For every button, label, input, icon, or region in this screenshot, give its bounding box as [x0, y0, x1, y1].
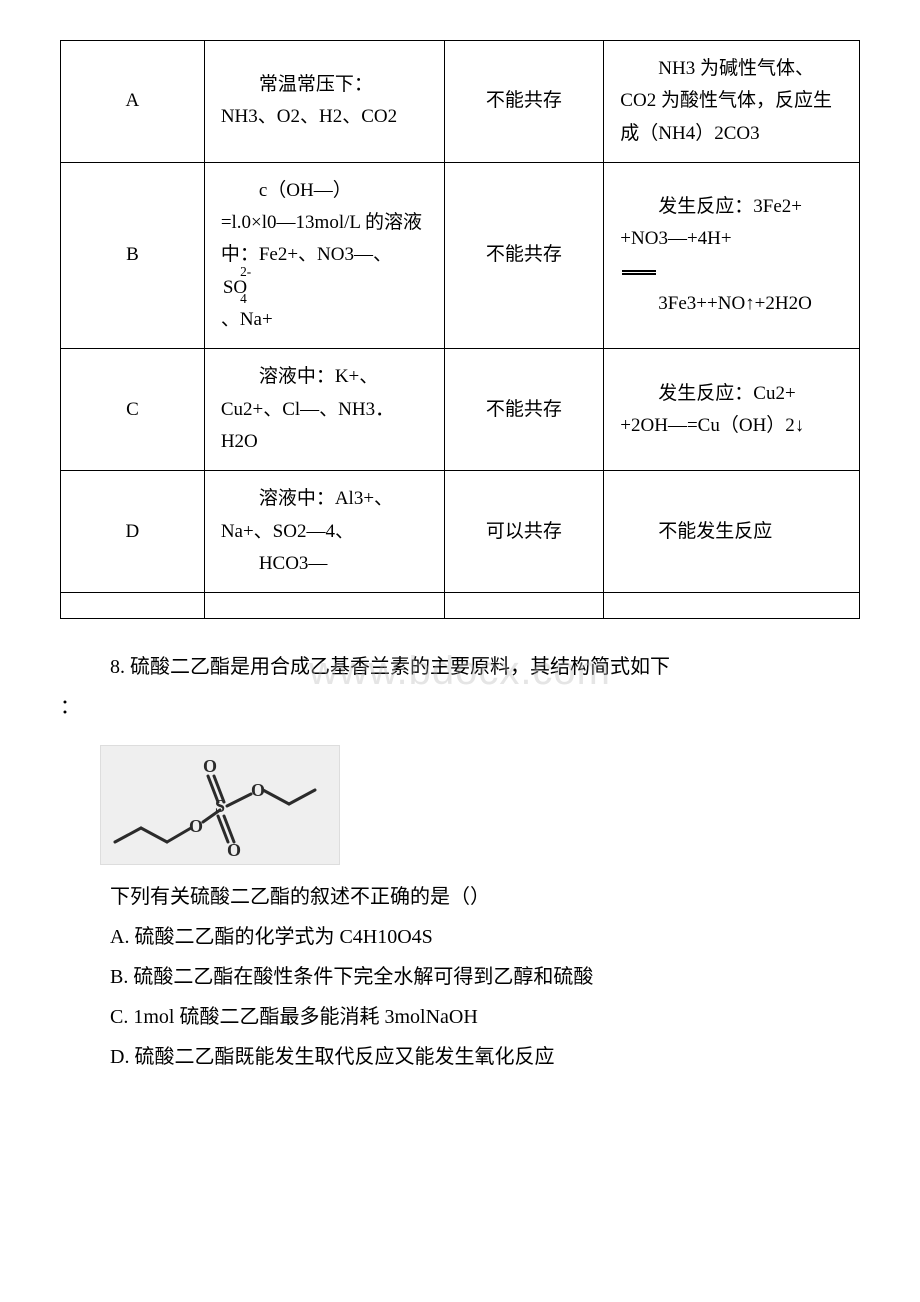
- condition-text: HCO3―: [221, 553, 328, 574]
- so4-ion: SO2-4: [223, 272, 262, 304]
- svg-text:O: O: [227, 840, 241, 860]
- table-row: A 常温常压下：NH3、O2、H2、CO2 不能共存 NH3 为碱性气体、CO2…: [61, 41, 860, 163]
- diethyl-sulfate-structure-icon: O S O O O: [105, 750, 335, 860]
- option-a: A. 硫酸二乙酯的化学式为 C4H10O4S: [60, 919, 860, 955]
- table-row: B c（OH―）=l.0×l0―13mol/L 的溶液中：Fe2+、NO3―、 …: [61, 162, 860, 348]
- option-b: B. 硫酸二乙酯在酸性条件下完全水解可得到乙醇和硫酸: [60, 959, 860, 995]
- row-result: 不能共存: [444, 162, 604, 348]
- option-d: D. 硫酸二乙酯既能发生取代反应又能发生氧化反应: [60, 1039, 860, 1075]
- empty-cell: [61, 593, 205, 619]
- condition-text: c（OH―）=l.0×l0―13mol/L 的溶液中：Fe2+、NO3―、: [221, 180, 422, 266]
- condition-text: 常温常压下：NH3、O2、H2、CO2: [221, 74, 397, 127]
- condition-text: 溶液中：Al3+、Na+、SO2―4、: [221, 488, 393, 541]
- row-condition: 常温常压下：NH3、O2、H2、CO2: [204, 41, 444, 163]
- reason-text: 发生反应：Cu2+: [620, 383, 795, 404]
- row-condition: 溶液中：Al3+、Na+、SO2―4、 HCO3―: [204, 471, 444, 593]
- reason-text: +NO3―+4H+: [620, 228, 731, 249]
- question-8-stem: 8. 硫酸二乙酯是用合成乙基香兰素的主要原料，其结构简式如下: [60, 649, 860, 685]
- option-c: C. 1mol 硫酸二乙酯最多能消耗 3molNaOH: [60, 999, 860, 1035]
- question-8-colon: ：: [60, 689, 860, 725]
- row-condition: 溶液中：K+、Cu2+、Cl―、NH3．H2O: [204, 349, 444, 471]
- reason-text: 3Fe3++NO↑+2H2O: [620, 293, 812, 314]
- empty-cell: [204, 593, 444, 619]
- condition-text: 、Na+: [221, 309, 273, 330]
- row-reason: 发生反应：Cu2+ +2OH―=Cu（OH）2↓: [604, 349, 860, 471]
- row-result: 可以共存: [444, 471, 604, 593]
- row-result: 不能共存: [444, 349, 604, 471]
- condition-text: 溶液中：K+、Cu2+、Cl―、NH3．H2O: [221, 366, 394, 452]
- svg-text:S: S: [215, 796, 225, 816]
- empty-cell: [444, 593, 604, 619]
- row-label: B: [61, 162, 205, 348]
- question-8-substem: 下列有关硫酸二乙酯的叙述不正确的是（）: [60, 879, 860, 915]
- table-row: C 溶液中：K+、Cu2+、Cl―、NH3．H2O 不能共存 发生反应：Cu2+…: [61, 349, 860, 471]
- row-reason: 发生反应：3Fe2+ +NO3―+4H+ 3Fe3++NO↑+2H2O: [604, 162, 860, 348]
- table-row: D 溶液中：Al3+、Na+、SO2―4、 HCO3― 可以共存 不能发生反应: [61, 471, 860, 593]
- question-8-options: A. 硫酸二乙酯的化学式为 C4H10O4S B. 硫酸二乙酯在酸性条件下完全水…: [60, 919, 860, 1075]
- reason-text: NH3 为碱性气体、CO2 为酸性气体，反应生成（NH4）2CO3: [620, 58, 832, 144]
- svg-text:O: O: [251, 780, 265, 800]
- row-result: 不能共存: [444, 41, 604, 163]
- row-label: A: [61, 41, 205, 163]
- structural-formula-diagram: O S O O O: [100, 745, 340, 865]
- row-condition: c（OH―）=l.0×l0―13mol/L 的溶液中：Fe2+、NO3―、 SO…: [204, 162, 444, 348]
- row-label: C: [61, 349, 205, 471]
- row-reason: 不能发生反应: [604, 471, 860, 593]
- equation-line-icon: [622, 270, 656, 275]
- reason-text: +2OH―=Cu（OH）2↓: [620, 415, 804, 436]
- coexistence-table: A 常温常压下：NH3、O2、H2、CO2 不能共存 NH3 为碱性气体、CO2…: [60, 40, 860, 619]
- table-empty-row: [61, 593, 860, 619]
- reason-text: 发生反应：3Fe2+: [620, 196, 802, 217]
- svg-text:O: O: [189, 816, 203, 836]
- row-label: D: [61, 471, 205, 593]
- svg-text:O: O: [203, 756, 217, 776]
- reason-text: 不能发生反应: [620, 521, 772, 542]
- row-reason: NH3 为碱性气体、CO2 为酸性气体，反应生成（NH4）2CO3: [604, 41, 860, 163]
- empty-cell: [604, 593, 860, 619]
